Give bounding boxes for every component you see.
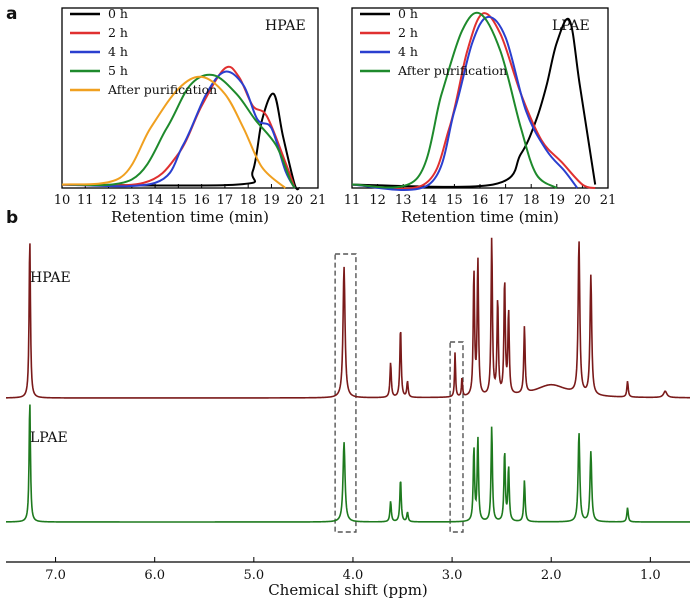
x-axis-label: Retention time (min) xyxy=(111,208,269,226)
series-line-0 xyxy=(351,17,597,188)
x-tick-label: 3.0 xyxy=(442,568,463,583)
plot-frame xyxy=(61,7,319,189)
legend-label: After purification xyxy=(107,82,217,97)
legend-label: 0 h xyxy=(108,6,128,21)
x-axis-label: Chemical shift (ppm) xyxy=(268,581,428,598)
series-line-4 xyxy=(61,75,287,189)
x-tick-label: 7.0 xyxy=(45,568,66,583)
x-tick-label: 15 xyxy=(446,193,463,208)
x-tick-label: 17 xyxy=(497,193,514,208)
x-tick-label: 18 xyxy=(240,193,257,208)
x-tick-label: 18 xyxy=(523,193,540,208)
x-axis-label: Retention time (min) xyxy=(401,208,559,226)
spectrum-label: LPAE xyxy=(30,430,68,446)
nmr-spectrum-chart: HPAE LPAE 7.0 6.0 5.0 4.0 3.0 2.0 1.0 Chemical sh… xyxy=(5,237,690,598)
plot-frame xyxy=(351,7,609,189)
x-tick-label: 13 xyxy=(395,193,412,208)
highlight-box xyxy=(449,341,464,533)
series-line-2 xyxy=(351,15,579,191)
x-tick-label: 14 xyxy=(421,193,438,208)
x-tick-label: 20 xyxy=(574,193,591,208)
x-tick-label: 2.0 xyxy=(541,568,562,583)
x-tick-label: 16 xyxy=(472,193,489,208)
x-tick-label: 20 xyxy=(286,193,303,208)
legend-label: 0 h xyxy=(398,6,418,21)
x-tick-label: 12 xyxy=(100,193,117,208)
legend-label: 2 h xyxy=(398,25,418,40)
panel-a-letter: a xyxy=(6,4,17,24)
x-tick-label: 21 xyxy=(310,193,327,208)
x-tick-label: 19 xyxy=(549,193,566,208)
x-tick-label: 10 xyxy=(54,193,71,208)
legend-label: 4 h xyxy=(398,44,418,59)
legend-label: 2 h xyxy=(108,25,128,40)
series-line-0 xyxy=(61,92,301,191)
legend-label: 4 h xyxy=(108,44,128,59)
spectrum-line-1 xyxy=(6,404,690,523)
series-line-3 xyxy=(61,73,296,189)
x-tick-label: 17 xyxy=(217,193,234,208)
x-tick-label: 5.0 xyxy=(243,568,264,583)
x-tick-label: 11 xyxy=(344,193,361,208)
x-tick-label: 19 xyxy=(263,193,280,208)
legend-label: After purification xyxy=(397,63,507,78)
highlight-box xyxy=(334,253,357,533)
series-line-3 xyxy=(351,11,558,189)
x-tick-label: 12 xyxy=(369,193,386,208)
x-tick-label: 13 xyxy=(124,193,141,208)
x-tick-label: 1.0 xyxy=(640,568,661,583)
panel-b-letter: b xyxy=(6,208,18,228)
lpae-gpc-chart: 11 12 13 14 15 16 17 18 19 20 21 Retention time (mi… xyxy=(344,6,617,226)
x-tick-label: 21 xyxy=(600,193,617,208)
spectrum-label: HPAE xyxy=(30,270,71,286)
series-line-1 xyxy=(351,12,596,190)
x-tick-label: 6.0 xyxy=(144,568,165,583)
x-tick-label: 4.0 xyxy=(343,568,364,583)
x-tick-label: 14 xyxy=(147,193,164,208)
sample-tag: HPAE xyxy=(265,18,306,34)
legend-label: 5 h xyxy=(108,63,128,78)
x-tick-label: 11 xyxy=(77,193,94,208)
spectrum-line-0 xyxy=(5,237,690,399)
x-tick-label: 16 xyxy=(193,193,210,208)
hpae-gpc-chart: 10 11 12 13 14 15 16 17 18 19 20 21 Retention time (… xyxy=(54,6,327,226)
x-tick-label: 15 xyxy=(170,193,187,208)
